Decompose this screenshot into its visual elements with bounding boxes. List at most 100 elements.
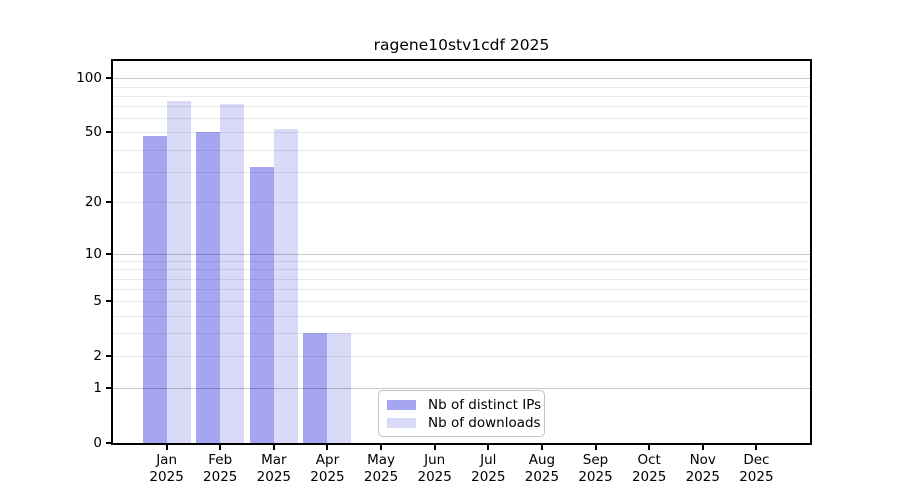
minor-gridline: [113, 278, 810, 280]
x-axis-tick: [540, 445, 543, 450]
x-axis-tick: [165, 445, 168, 450]
legend: Nb of distinct IPs Nb of downloads: [378, 390, 545, 437]
legend-label-distinct-ips: Nb of distinct IPs: [428, 397, 542, 413]
bar-apr-downloads: [327, 333, 352, 443]
chart-title: ragene10stv1cdf 2025: [373, 36, 550, 54]
x-tick-month: May: [367, 452, 396, 468]
x-tick-year: 2025: [471, 468, 506, 485]
decade-gridline: [113, 78, 810, 80]
x-tick-month: Apr: [315, 452, 340, 468]
minor-gridline: [113, 106, 810, 108]
x-tick-year: 2025: [417, 468, 452, 485]
minor-gridline: [113, 315, 810, 317]
y-axis-tick: [106, 77, 111, 80]
minor-gridline: [113, 333, 810, 335]
y-tick-label: 50: [84, 124, 102, 141]
x-tick-year: 2025: [631, 468, 667, 485]
x-tick-label: Jun 2025: [405, 452, 465, 485]
decade-gridline: [113, 253, 810, 255]
x-tick-year: 2025: [739, 468, 774, 485]
x-tick-year: 2025: [524, 468, 560, 485]
x-tick-label: Feb 2025: [190, 452, 250, 485]
x-axis-tick: [701, 445, 704, 450]
x-tick-year: 2025: [685, 468, 720, 485]
legend-swatch-distinct-ips: [387, 400, 416, 410]
minor-gridline: [113, 149, 810, 151]
x-axis-tick: [219, 445, 222, 450]
x-tick-month: Oct: [637, 452, 661, 468]
minor-gridline: [113, 171, 810, 173]
bar-mar-distinct-ips: [249, 166, 274, 443]
y-axis-tick: [106, 355, 111, 358]
y-axis-tick: [106, 131, 111, 134]
x-tick-label: Apr 2025: [297, 452, 357, 485]
minor-gridline: [113, 132, 810, 134]
x-tick-month: Nov: [689, 452, 716, 468]
bar-mar-downloads: [273, 129, 298, 443]
x-axis-tick: [648, 445, 651, 450]
x-tick-label: Jul 2025: [458, 452, 518, 485]
x-tick-month: Jan: [156, 452, 178, 468]
x-tick-month: Jun: [424, 452, 446, 468]
minor-gridline: [113, 86, 810, 88]
x-axis-tick: [755, 445, 758, 450]
x-axis-tick: [380, 445, 383, 450]
x-tick-label: Dec 2025: [726, 452, 786, 485]
x-tick-label: Oct 2025: [619, 452, 679, 485]
x-tick-label: Jan 2025: [137, 452, 197, 485]
y-axis-tick: [106, 442, 111, 444]
x-tick-year: 2025: [310, 468, 345, 485]
x-tick-label: Sep 2025: [566, 452, 626, 485]
y-axis-tick: [106, 252, 111, 255]
y-axis-tick: [106, 387, 111, 390]
y-tick-label: 20: [84, 194, 102, 211]
legend-item-distinct-ips: Nb of distinct IPs: [387, 396, 544, 414]
x-axis-tick: [326, 445, 329, 450]
minor-gridline: [113, 356, 810, 358]
bar-jan-downloads: [166, 100, 191, 443]
x-tick-year: 2025: [363, 468, 399, 485]
y-tick-label: 1: [93, 380, 102, 397]
y-tick-label: 2: [93, 348, 102, 365]
legend-item-downloads: Nb of downloads: [387, 414, 544, 432]
x-tick-label: Nov 2025: [673, 452, 733, 485]
legend-label-downloads: Nb of downloads: [428, 415, 541, 431]
minor-gridline: [113, 261, 810, 263]
legend-swatch-downloads: [387, 418, 416, 428]
x-tick-month: Feb: [208, 452, 233, 468]
x-tick-year: 2025: [149, 468, 184, 485]
plot-area: [111, 59, 812, 445]
y-axis-tick: [106, 201, 111, 204]
minor-gridline: [113, 118, 810, 120]
y-tick-label: 100: [76, 70, 102, 87]
x-tick-month: Dec: [743, 452, 770, 468]
x-axis-tick: [433, 445, 436, 450]
x-tick-year: 2025: [578, 468, 613, 485]
x-tick-label: Mar 2025: [244, 452, 304, 485]
y-tick-label: 5: [93, 293, 102, 310]
y-tick-label: 0: [93, 435, 102, 451]
minor-gridline: [113, 289, 810, 291]
bar-feb-distinct-ips: [196, 132, 221, 443]
bar-jan-distinct-ips: [142, 135, 167, 443]
minor-gridline: [113, 301, 810, 303]
minor-gridline: [113, 269, 810, 271]
x-axis-tick: [594, 445, 597, 450]
x-tick-label: May 2025: [351, 452, 411, 485]
minor-gridline: [113, 95, 810, 97]
decade-gridline: [113, 388, 810, 390]
y-tick-label: 10: [84, 245, 102, 262]
minor-gridline: [113, 202, 810, 204]
bar-apr-distinct-ips: [303, 333, 328, 443]
bar-feb-downloads: [220, 104, 245, 443]
x-tick-label: Aug 2025: [512, 452, 572, 485]
x-tick-month: Jul: [480, 452, 497, 468]
x-axis-tick: [272, 445, 275, 450]
x-tick-year: 2025: [256, 468, 292, 485]
y-axis-tick: [106, 300, 111, 303]
x-tick-month: Aug: [528, 452, 556, 468]
x-tick-month: Mar: [261, 452, 287, 468]
x-axis-tick: [487, 445, 490, 450]
x-tick-month: Sep: [582, 452, 609, 468]
